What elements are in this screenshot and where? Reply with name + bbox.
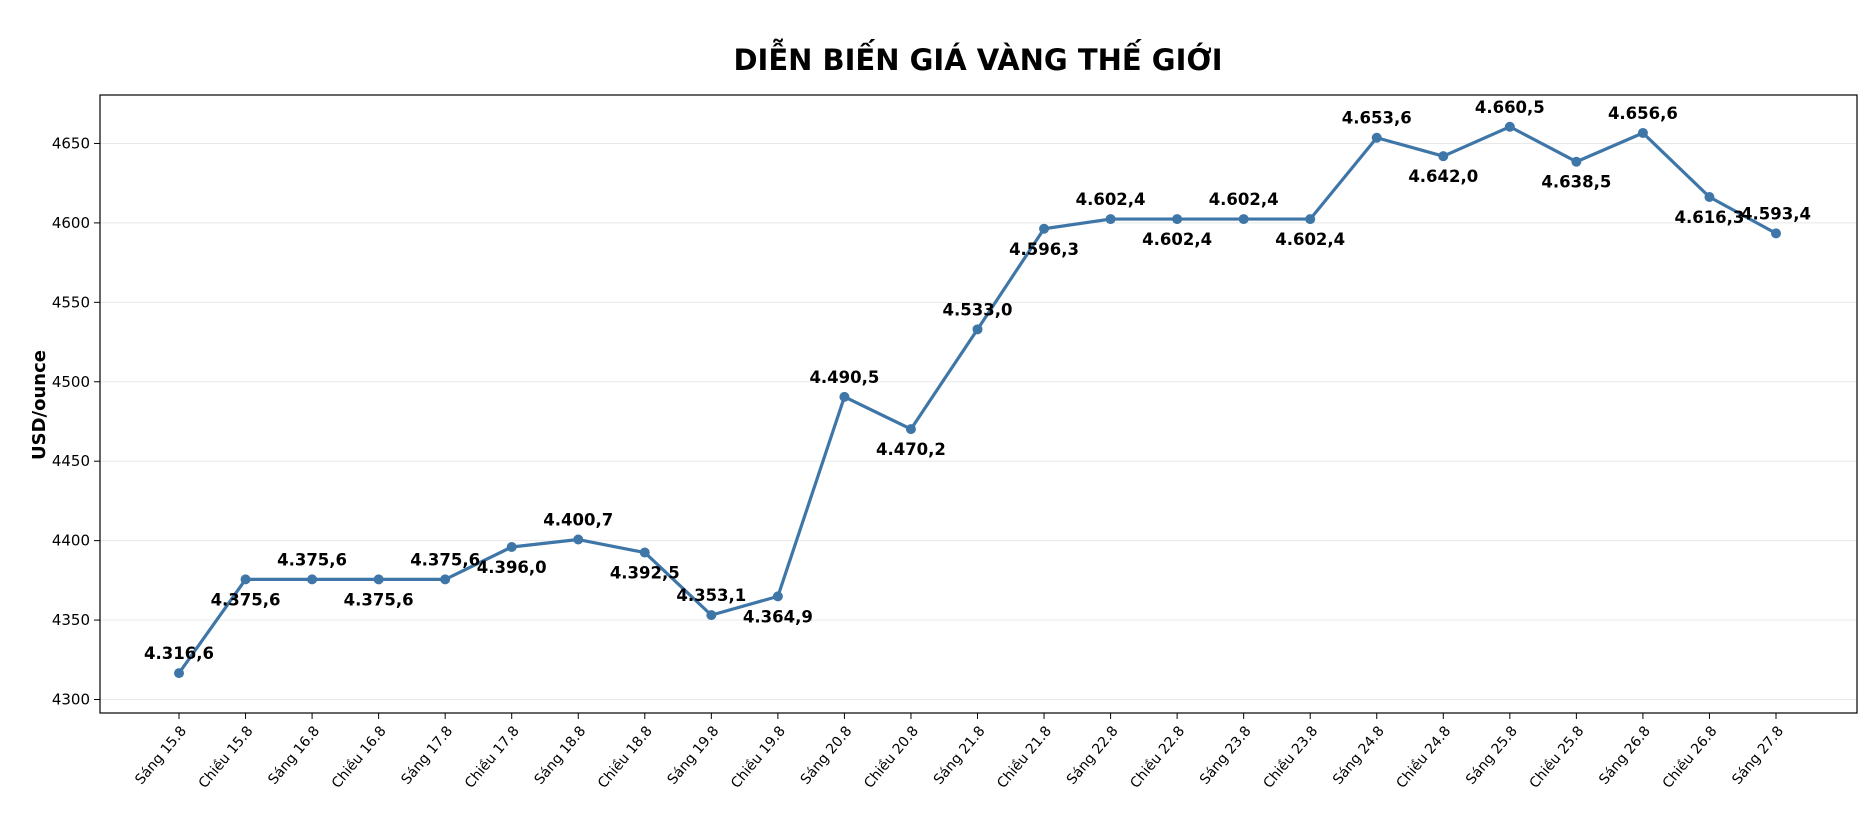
x-tick-label: Chiều 16.8 [328,723,390,792]
x-axis-ticks: Sáng 15.8 Chiều 15.8 Sáng 16.8 Chiều 16.8 Sá… [132,713,1787,792]
gridlines [100,142,1857,700]
data-point [1504,121,1515,132]
x-tick-label: Chiều 23.8 [1260,723,1322,792]
data-labels: 4.316,64.375,64.375,64.375,64.375,64.396… [144,98,1811,663]
x-tick-label: Chiều 19.8 [727,723,789,792]
data-point [1105,214,1116,225]
data-label: 4.656,6 [1608,104,1678,123]
series-gold-price [174,121,1781,679]
data-point [972,324,983,335]
series-line [177,125,1778,675]
x-tick-label: Sáng 22.8 [1064,723,1122,788]
data-label: 4.602,4 [1076,190,1146,209]
y-tick-label: 4550 [52,293,90,311]
data-label: 4.375,6 [344,590,414,609]
data-point [772,591,783,602]
data-label: 4.616,3 [1674,208,1744,227]
y-axis-ticks: 4300 4350 4400 4450 4500 4550 4600 4650 [52,134,100,708]
data-point [373,574,384,585]
data-point [440,574,451,585]
data-label: 4.364,9 [743,607,813,626]
data-label: 4.316,6 [144,644,214,663]
data-label: 4.593,4 [1741,204,1811,223]
data-label: 4.353,1 [676,586,746,605]
data-point [639,547,650,558]
x-tick-label: Sáng 20.8 [798,723,856,788]
data-label: 4.396,0 [477,558,547,577]
y-tick-label: 4650 [52,134,90,152]
x-tick-label: Chiều 20.8 [860,723,922,792]
x-tick-label: Sáng 25.8 [1463,723,1521,788]
y-tick-label: 4450 [52,452,90,470]
x-tick-label: Chiều 25.8 [1526,723,1588,792]
data-point [1704,191,1715,202]
data-label: 4.375,6 [277,550,347,569]
data-point [1238,214,1249,225]
data-label: 4.602,4 [1275,230,1345,249]
x-tick-label: Chiều 24.8 [1393,723,1455,792]
plot-area-frame [99,94,1858,714]
data-point [1371,132,1382,143]
data-point [573,534,584,545]
x-tick-label: Chiều 15.8 [195,723,257,792]
data-point [1571,156,1582,167]
x-tick-label: Sáng 24.8 [1330,723,1388,788]
x-tick-label: Sáng 18.8 [532,723,590,788]
chart-title: DIỄN BIẾN GIÁ VÀNG THẾ GIỚI [733,39,1222,77]
x-tick-label: Chiều 17.8 [461,723,523,792]
data-point [506,541,517,552]
data-label: 4.660,5 [1475,98,1545,117]
data-point [839,391,850,402]
data-point [307,574,318,585]
data-label: 4.375,6 [211,590,281,609]
y-tick-label: 4350 [52,611,90,629]
data-label: 4.392,5 [610,564,680,583]
data-point [174,668,184,679]
data-label: 4.596,3 [1009,240,1079,259]
data-label: 4.533,0 [943,300,1013,319]
x-tick-label: Sáng 21.8 [931,723,989,788]
data-label: 4.638,5 [1541,173,1611,192]
data-label: 4.400,7 [543,511,613,530]
y-tick-label: 4600 [52,214,90,232]
data-label: 4.490,5 [809,368,879,387]
y-tick-label: 4300 [52,690,90,708]
x-tick-label: Chiều 21.8 [993,723,1055,792]
data-label: 4.470,2 [876,440,946,459]
data-point [1771,228,1781,239]
x-tick-label: Sáng 23.8 [1197,723,1255,788]
data-label: 4.602,4 [1142,230,1212,249]
x-tick-label: Sáng 15.8 [132,723,190,788]
data-point [1172,214,1183,225]
x-tick-label: Chiều 26.8 [1659,723,1721,792]
data-point [706,610,717,621]
x-tick-label: Sáng 16.8 [265,723,323,788]
y-tick-label: 4400 [52,532,90,550]
data-point [1305,214,1316,225]
y-tick-label: 4500 [52,373,90,391]
data-point [240,574,251,585]
x-tick-label: Chiều 18.8 [594,723,656,792]
x-tick-label: Sáng 26.8 [1596,723,1654,788]
x-tick-label: Chiều 22.8 [1127,723,1189,792]
x-tick-label: Sáng 17.8 [398,723,456,788]
data-label: 4.602,4 [1209,190,1279,209]
data-point [905,424,916,435]
x-tick-label: Sáng 27.8 [1729,723,1787,788]
data-point [1039,223,1050,234]
x-tick-label: Sáng 19.8 [665,723,723,788]
data-point [1637,127,1648,138]
data-point [1438,151,1449,162]
data-label: 4.375,6 [410,550,480,569]
data-label: 4.642,0 [1408,167,1478,186]
y-axis-label: USD/ounce [29,350,50,460]
data-label: 4.653,6 [1342,109,1412,128]
